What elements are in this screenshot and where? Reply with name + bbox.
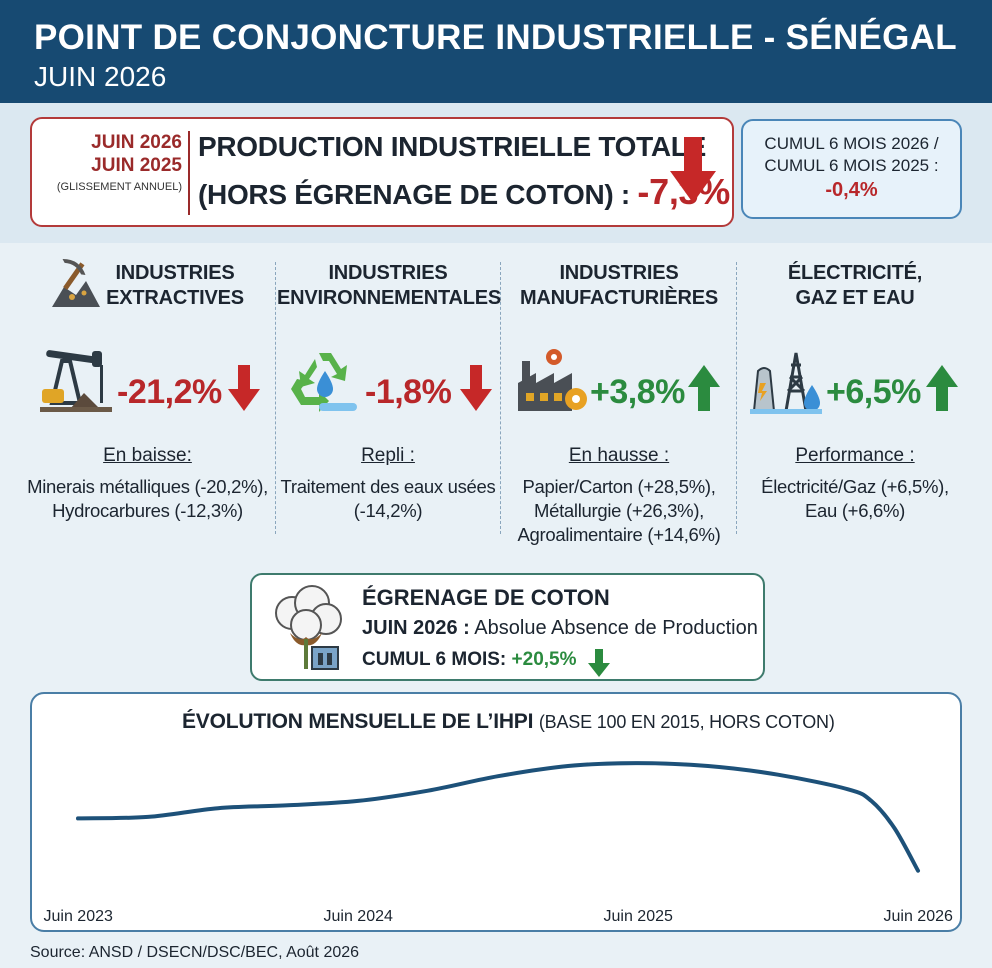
sector-title: INDUSTRIES EXTRACTIVES (106, 262, 244, 309)
cumul-line1: CUMUL 6 MOIS 2026 / (764, 134, 939, 153)
divider (736, 262, 737, 534)
sector-value: -1,8% (365, 373, 452, 411)
cotton-icon (275, 585, 342, 670)
mining-icon (52, 258, 100, 307)
sector-details: Traitement des eaux usées (-14,2%) (280, 476, 496, 521)
total-production-card: JUIN 2026 JUIN 2025 (GLISSEMENT ANNUEL) … (30, 117, 734, 227)
up-arrow-icon (688, 365, 720, 411)
comparison-dates: JUIN 2026 JUIN 2025 (GLISSEMENT ANNUEL) (40, 131, 182, 195)
sector-title: INDUSTRIES MANUFACTURIÈRES (519, 262, 719, 309)
x-tick-label: Juin 2025 (603, 908, 673, 925)
cumul-card: CUMUL 6 MOIS 2026 / CUMUL 6 MOIS 2025 : … (741, 119, 962, 219)
power-tower-icon (750, 352, 822, 414)
series-line (76, 761, 920, 873)
sector-details: Minerais métalliques (-20,2%), Hydrocarb… (27, 476, 268, 521)
down-arrow-icon (228, 365, 260, 411)
page-title: POINT DE CONJONCTURE INDUSTRIELLE - SÉNÉ… (34, 18, 957, 57)
divider (275, 262, 276, 534)
sector-electricite: ÉLECTRICITÉ, GAZ ET EAU +6,5% Performanc… (740, 255, 970, 555)
sector-value: +3,8% (590, 373, 685, 411)
sector-caption: En baisse: (103, 445, 192, 466)
sector-extractives: INDUSTRIES EXTRACTIVES -21,2% En baisse:… (20, 255, 275, 555)
cotton-title: ÉGRENAGE DE COTON (362, 585, 610, 610)
cotton-line2: CUMUL 6 MOIS: +20,5% (362, 649, 577, 670)
oil-pump-icon (40, 350, 112, 412)
source-note: Source: ANSD / DSECN/DSC/BEC, Août 2026 (30, 944, 360, 961)
cotton-line1: JUIN 2026 : Absolue Absence de Productio… (362, 617, 758, 639)
up-arrow-icon (926, 365, 958, 411)
cotton-card: ÉGRENAGE DE COTON JUIN 2026 : Absolue Ab… (250, 573, 765, 681)
header: POINT DE CONJONCTURE INDUSTRIELLE - SÉNÉ… (0, 0, 992, 103)
down-arrow-icon (670, 137, 716, 203)
total-label-text: (HORS ÉGRENAGE DE COTON) : (198, 179, 630, 210)
down-arrow-icon (460, 365, 492, 411)
date-note: (GLISSEMENT ANNUEL) (56, 181, 182, 193)
divider (500, 262, 501, 534)
sector-caption: En hausse : (568, 445, 670, 466)
chart-plot (76, 761, 920, 873)
total-label-line1: PRODUCTION INDUSTRIELLE TOTALE (198, 131, 706, 162)
chart-title: ÉVOLUTION MENSUELLE DE L’IHPI (BASE 100 … (182, 710, 835, 733)
date-current: JUIN 2026 (91, 132, 182, 153)
x-tick-label: Juin 2024 (323, 908, 393, 925)
page-subtitle: JUIN 2026 (34, 61, 167, 92)
sector-value: +6,5% (826, 373, 921, 411)
sector-details: Électricité/Gaz (+6,5%), Eau (+6,6%) (761, 476, 949, 521)
sector-title: ÉLECTRICITÉ, GAZ ET EAU (787, 262, 923, 309)
divider (188, 131, 190, 215)
date-previous: JUIN 2025 (91, 155, 182, 176)
total-label-line2: (HORS ÉGRENAGE DE COTON) : -7,3% (198, 171, 730, 213)
sector-value: -21,2% (117, 373, 222, 411)
sector-caption: Performance : (795, 445, 915, 466)
sector-manufacturieres: INDUSTRIES MANUFACTURIÈRES +3,8% En haus… (502, 255, 736, 555)
sector-details: Papier/Carton (+28,5%), Métallurgie (+26… (517, 476, 721, 545)
sector-title: INDUSTRIES ENVIRONNEMENTALES (277, 262, 502, 309)
down-arrow-icon (588, 649, 610, 677)
cumul-value: -0,4% (825, 179, 878, 201)
recycle-icon (291, 353, 357, 412)
x-tick-label: Juin 2023 (43, 908, 113, 925)
ihpi-chart: ÉVOLUTION MENSUELLE DE L’IHPI (BASE 100 … (30, 692, 962, 932)
factory-icon (518, 349, 587, 411)
sector-caption: Repli : (361, 445, 415, 466)
sector-environnementales: INDUSTRIES ENVIRONNEMENTALES -1,8% Repli… (277, 255, 502, 555)
x-tick-label: Juin 2026 (883, 908, 953, 925)
cumul-line2: CUMUL 6 MOIS 2025 : (764, 156, 939, 175)
